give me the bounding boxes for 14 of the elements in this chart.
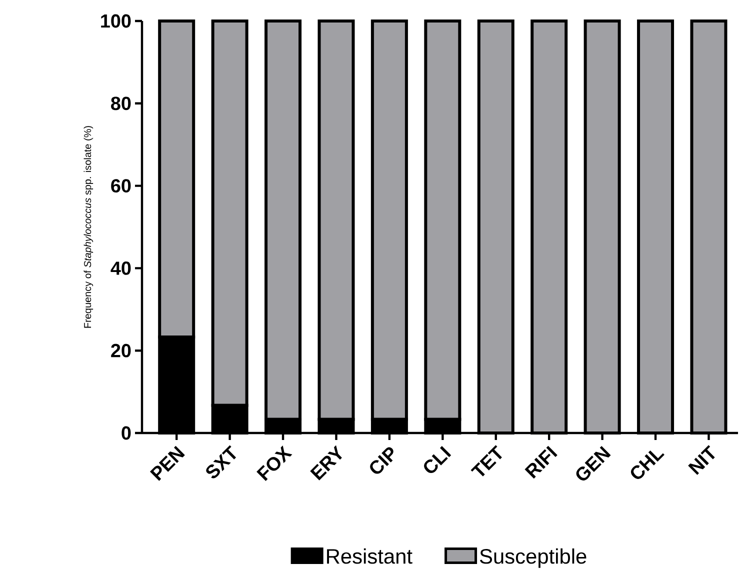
y-axis-title: Frequency of Staphylococcus spp. isolate (%) — [84, 126, 94, 328]
y-tick-label: 20 — [111, 344, 131, 358]
y-tick-label: 40 — [110, 261, 131, 275]
y-tick-label: 60 — [111, 179, 131, 192]
x-tick-label: CLI — [424, 446, 452, 473]
x-tick-label: NIT — [688, 445, 715, 475]
legend-label: Resistant — [327, 548, 412, 564]
y-tick-label: 100 — [101, 14, 131, 28]
y-tick-label: 80 — [111, 96, 131, 110]
y-tick-label: 0 — [122, 426, 131, 440]
x-tick-label: TET — [470, 445, 502, 476]
x-tick-label: CHL — [630, 450, 664, 479]
legend-label: Susceptible — [480, 548, 586, 568]
x-tick-label: CIP — [370, 447, 394, 474]
